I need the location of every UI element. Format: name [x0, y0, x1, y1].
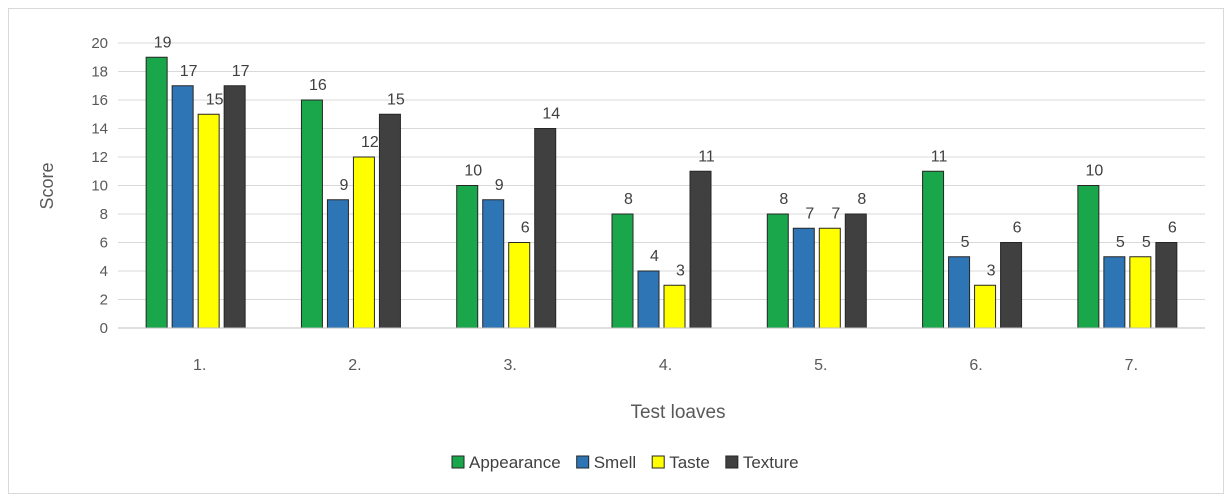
bar — [300, 99, 323, 329]
bar — [352, 156, 375, 329]
bar — [456, 185, 479, 329]
data-label: 7 — [831, 205, 840, 222]
data-label: 16 — [309, 77, 327, 94]
y-tick-label: 12 — [91, 149, 108, 166]
x-tick-label: 3. — [504, 357, 517, 374]
data-label: 14 — [542, 106, 560, 123]
y-axis-title: Score — [37, 162, 57, 209]
x-tick-label: 5. — [814, 357, 827, 374]
legend-label: Taste — [669, 453, 710, 472]
y-tick-label: 2 — [100, 292, 108, 309]
bar — [534, 128, 557, 329]
data-label: 3 — [676, 262, 685, 279]
bar — [1103, 256, 1126, 329]
x-tick-label: 6. — [969, 357, 982, 374]
y-tick-label: 20 — [91, 35, 108, 52]
data-label: 9 — [495, 177, 504, 194]
bar — [844, 213, 867, 329]
legend-swatch — [725, 455, 739, 469]
bar — [197, 113, 220, 329]
bar — [1000, 242, 1023, 329]
y-axis-ticks: 0 2 4 6 8 10 12 14 16 18 20 — [91, 35, 108, 337]
bar — [171, 85, 194, 329]
data-label: 8 — [857, 191, 866, 208]
bar — [1129, 256, 1152, 329]
y-tick-label: 16 — [91, 92, 108, 109]
bar — [508, 242, 531, 329]
bar — [1155, 242, 1178, 329]
x-axis-ticks: 1. 2. 3. 4. 5. 6. 7. — [193, 357, 1138, 374]
y-tick-label: 0 — [100, 320, 108, 337]
data-label: 17 — [180, 63, 198, 80]
bar — [689, 170, 712, 329]
data-label: 19 — [154, 34, 172, 51]
bar — [766, 213, 789, 329]
bar — [974, 284, 997, 329]
data-label: 12 — [361, 134, 379, 151]
legend-label: Appearance — [469, 453, 561, 472]
data-label: 5 — [1142, 234, 1151, 251]
bar — [1077, 185, 1100, 329]
x-axis-title: Test loaves — [630, 402, 725, 423]
bar — [611, 213, 634, 329]
legend: Appearance Smell Taste Texture — [451, 453, 799, 472]
bar — [223, 85, 246, 329]
data-label: 17 — [232, 63, 250, 80]
data-label: 6 — [1168, 220, 1177, 237]
bar — [792, 227, 815, 329]
legend-label: Smell — [594, 453, 637, 472]
x-tick-label: 4. — [659, 357, 672, 374]
data-label: 6 — [1013, 220, 1022, 237]
legend-label: Texture — [743, 453, 799, 472]
y-tick-label: 10 — [91, 178, 108, 195]
x-tick-label: 7. — [1125, 357, 1138, 374]
y-tick-label: 18 — [91, 64, 108, 81]
y-tick-label: 6 — [100, 235, 108, 252]
y-tick-label: 14 — [91, 121, 108, 138]
gridlines — [118, 42, 1205, 300]
data-label: 5 — [1116, 234, 1125, 251]
bars — [145, 56, 1178, 329]
data-label: 15 — [387, 91, 405, 108]
data-label: 11 — [931, 148, 948, 165]
data-label: 5 — [961, 234, 970, 251]
data-label: 10 — [464, 163, 482, 180]
bar — [663, 284, 686, 329]
bar — [482, 199, 505, 329]
bar — [818, 227, 841, 329]
bar — [637, 270, 660, 329]
legend-swatch — [651, 455, 665, 469]
legend-swatch — [576, 455, 590, 469]
bar — [922, 170, 945, 329]
data-label: 8 — [779, 191, 788, 208]
data-label: 11 — [698, 148, 715, 165]
data-label: 9 — [339, 177, 348, 194]
data-label: 7 — [805, 205, 814, 222]
bar — [326, 199, 349, 329]
y-tick-label: 8 — [100, 206, 108, 223]
data-label: 8 — [624, 191, 633, 208]
y-tick-label: 4 — [100, 263, 108, 280]
data-label: 4 — [650, 248, 659, 265]
data-label: 15 — [206, 91, 224, 108]
bar — [145, 56, 168, 329]
bar — [378, 113, 401, 329]
legend-swatch — [451, 455, 465, 469]
data-label: 3 — [987, 262, 996, 279]
x-tick-label: 2. — [348, 357, 361, 374]
data-label: 6 — [521, 220, 530, 237]
bar — [948, 256, 971, 329]
x-tick-label: 1. — [193, 357, 206, 374]
data-label: 10 — [1085, 163, 1103, 180]
